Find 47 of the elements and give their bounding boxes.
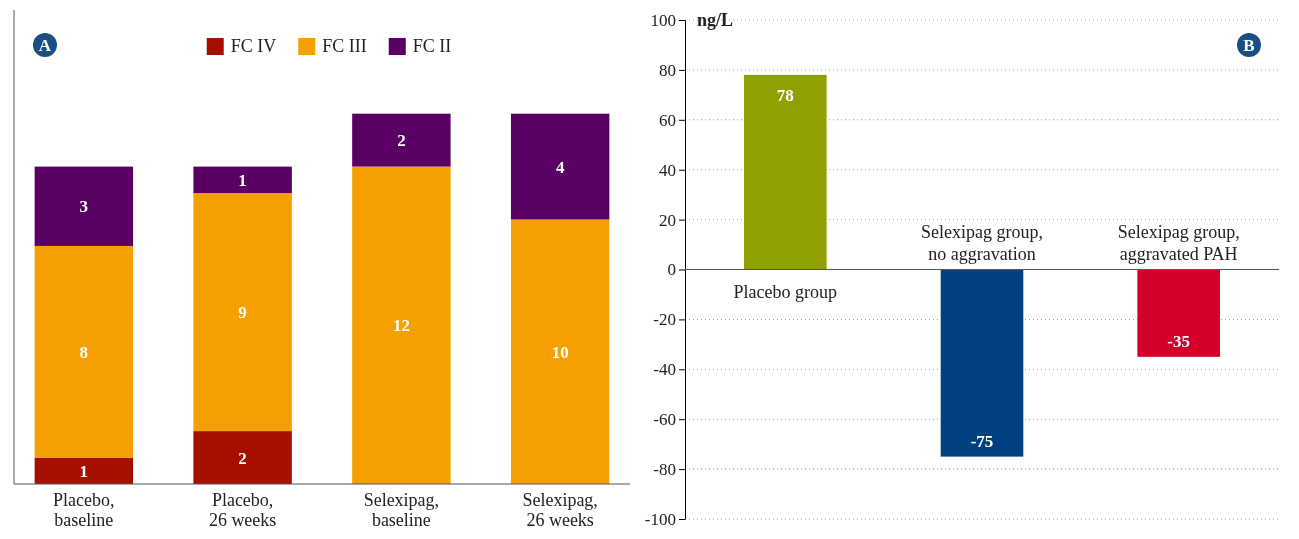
bar	[193, 193, 292, 432]
text: B	[1243, 36, 1255, 55]
bar	[34, 245, 134, 458]
legend-label: FC II	[412, 36, 452, 56]
bar	[193, 166, 292, 194]
data-label: -35	[1167, 331, 1191, 351]
y-tick-label: -100	[644, 509, 676, 529]
data-label: 2	[238, 448, 247, 468]
bar	[34, 457, 134, 484]
bar	[352, 166, 451, 484]
category-label: Selexipag group, no aggravation	[921, 221, 1043, 264]
x-tick-label: Placebo, 26 weeks	[208, 490, 277, 530]
bar	[352, 113, 451, 167]
category-label: Placebo group	[733, 281, 838, 302]
y-tick-label: 60	[659, 110, 676, 130]
legend-label: FC IV	[230, 36, 277, 56]
y-tick-label: -60	[653, 410, 676, 430]
bar	[510, 113, 610, 220]
bar	[510, 219, 610, 484]
bar	[34, 166, 134, 246]
legend-label: FC III	[322, 36, 367, 56]
data-label: 10	[551, 342, 569, 362]
data-label: 78	[776, 85, 794, 105]
y-tick-label: -40	[653, 360, 676, 380]
y-tick-label: -20	[653, 310, 676, 330]
data-label: 3	[79, 197, 89, 217]
y-tick-label: -80	[653, 460, 676, 480]
data-label: 1	[238, 170, 247, 190]
y-axis-title: ng/L	[697, 10, 734, 30]
y-tick-label: 80	[659, 60, 676, 80]
bar	[193, 431, 292, 484]
y-tick-label: 40	[659, 160, 676, 180]
data-label: 4	[555, 157, 565, 177]
data-label: 2	[397, 131, 406, 151]
y-tick-label: 20	[659, 210, 676, 230]
category-label: Selexipag group, aggravated PAH	[1117, 221, 1240, 264]
chart-title: A	[38, 36, 52, 55]
data-label: 1	[79, 461, 89, 481]
data-label: 8	[79, 342, 89, 362]
y-tick-label: 0	[667, 260, 676, 280]
data-label: 9	[238, 303, 247, 323]
data-label: -75	[970, 431, 994, 451]
y-tick-label: 100	[650, 10, 676, 30]
data-label: 12	[392, 316, 410, 336]
x-tick-label: Selexipag, baseline	[363, 490, 440, 530]
x-tick-label: Placebo, baseline	[53, 490, 115, 530]
x-tick-label: Selexipag, 26 weeks	[522, 490, 598, 530]
